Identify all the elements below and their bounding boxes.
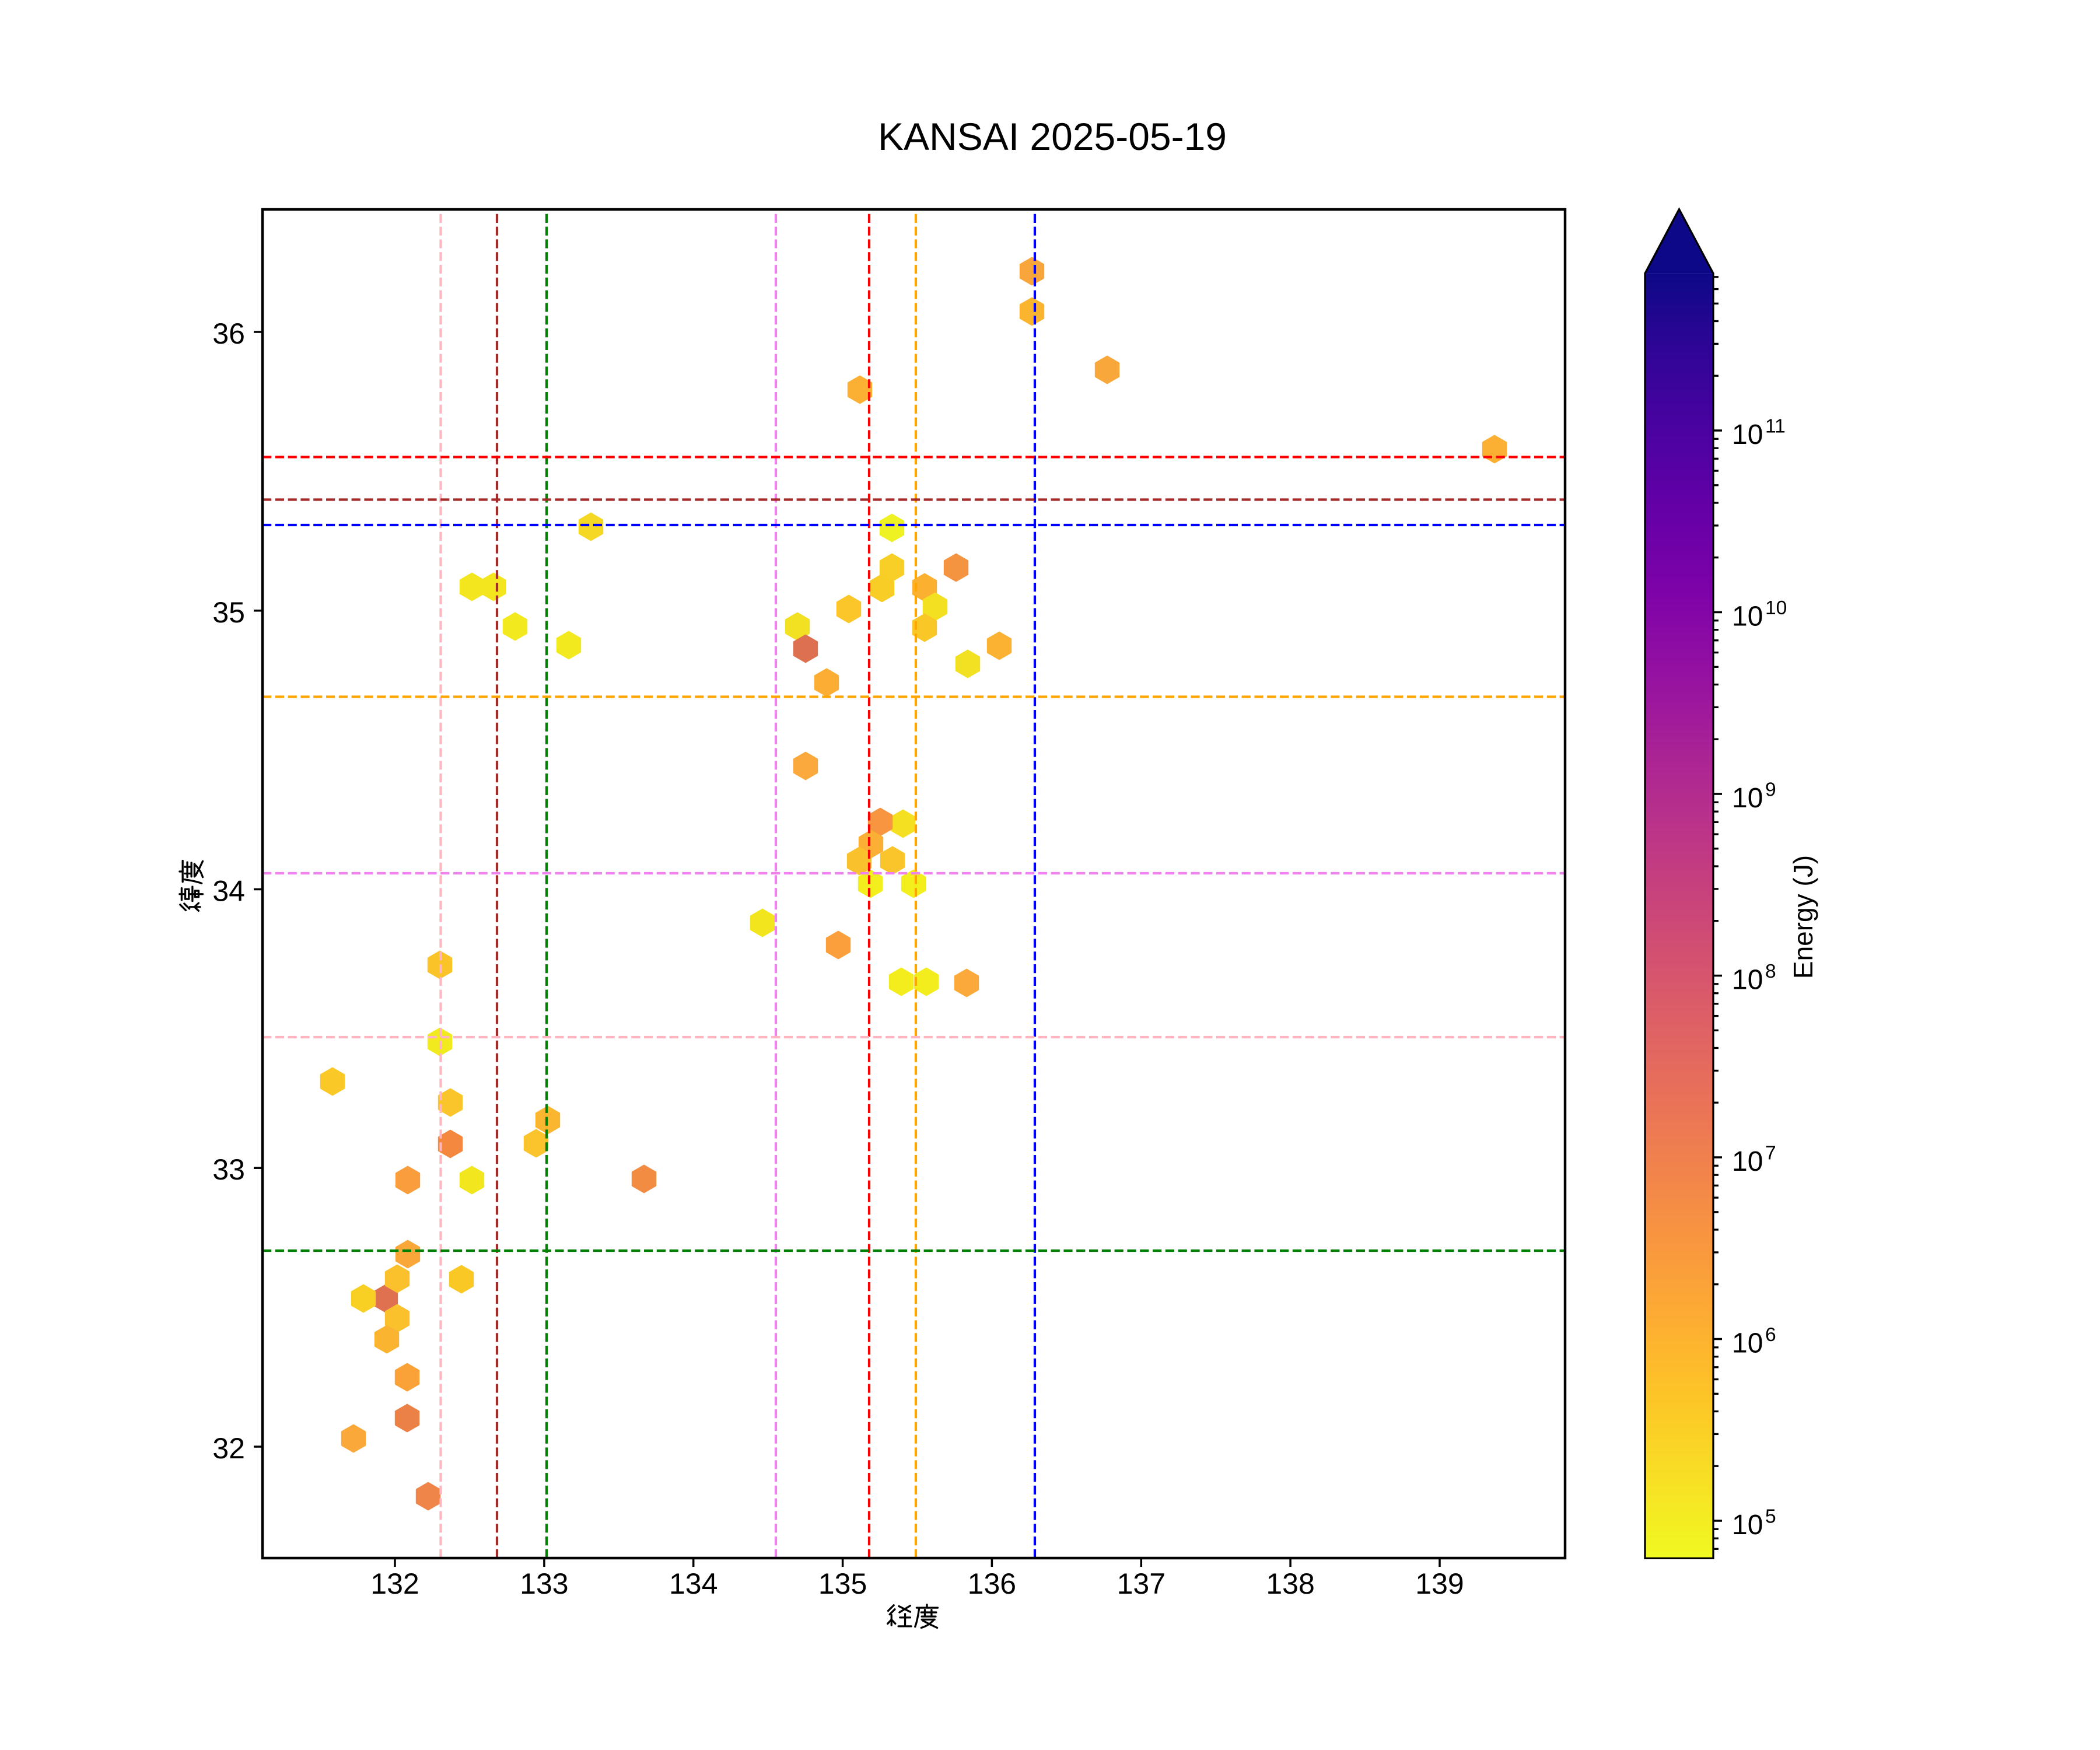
svg-text:133: 133: [520, 1567, 568, 1600]
svg-text:KANSAI 2025-05-19: KANSAI 2025-05-19: [878, 115, 1227, 158]
svg-text:9: 9: [1765, 779, 1776, 801]
svg-text:35: 35: [212, 596, 245, 629]
svg-text:10: 10: [1732, 1146, 1763, 1177]
svg-text:138: 138: [1266, 1567, 1314, 1600]
svg-text:33: 33: [212, 1153, 245, 1186]
svg-text:10: 10: [1732, 419, 1763, 450]
svg-text:10: 10: [1732, 783, 1763, 814]
svg-text:5: 5: [1765, 1506, 1776, 1528]
svg-text:136: 136: [968, 1567, 1016, 1600]
svg-text:10: 10: [1765, 597, 1787, 619]
svg-text:10: 10: [1732, 1328, 1763, 1359]
svg-text:132: 132: [370, 1567, 419, 1600]
svg-text:10: 10: [1732, 601, 1763, 632]
svg-text:36: 36: [212, 317, 245, 350]
svg-text:135: 135: [818, 1567, 867, 1600]
svg-text:34: 34: [212, 875, 245, 908]
svg-text:6: 6: [1765, 1324, 1776, 1346]
svg-text:10: 10: [1732, 965, 1763, 996]
svg-text:8: 8: [1765, 961, 1776, 982]
svg-text:Energy (J): Energy (J): [1788, 855, 1818, 979]
svg-text:137: 137: [1117, 1567, 1166, 1600]
svg-text:139: 139: [1415, 1567, 1464, 1600]
svg-text:32: 32: [212, 1432, 245, 1465]
svg-text:10: 10: [1732, 1510, 1763, 1541]
svg-text:11: 11: [1765, 416, 1786, 438]
svg-text:134: 134: [669, 1567, 718, 1600]
svg-text:7: 7: [1765, 1143, 1776, 1164]
